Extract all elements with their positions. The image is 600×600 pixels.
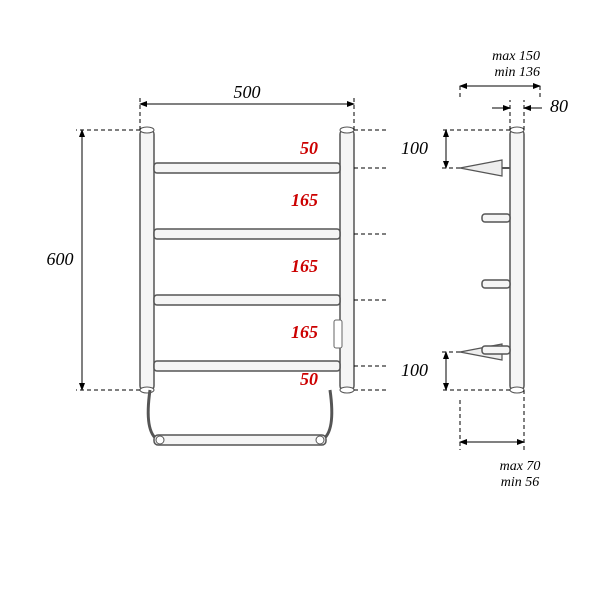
side-post <box>510 130 524 390</box>
dim-165-a: 165 <box>291 190 318 210</box>
cap <box>340 127 354 133</box>
technical-drawing: 500 600 50 165 165 165 50 100 100 80 max 150min 13… <box>0 0 600 600</box>
hanger-bar <box>154 435 326 445</box>
dim-min136: min 136 <box>495 65 541 80</box>
front-post-left <box>140 130 154 390</box>
front-post-right <box>340 130 354 390</box>
front-rung-1 <box>154 229 340 239</box>
wall-bracket-0 <box>460 160 502 176</box>
dim-165-c: 165 <box>291 322 318 342</box>
dim-50-bot: 50 <box>300 369 318 389</box>
dim-80-label: 80 <box>550 96 568 116</box>
dim-500-label: 500 <box>234 82 261 102</box>
hanger-arm-r <box>322 390 332 440</box>
side-rung-1 <box>482 280 510 288</box>
cap <box>510 127 524 133</box>
cap <box>340 387 354 393</box>
control-box <box>334 320 342 348</box>
dim-max150: max 150 <box>492 49 540 64</box>
hanger-joint <box>156 436 164 444</box>
cap <box>140 387 154 393</box>
cap <box>510 387 524 393</box>
side-rung-2 <box>482 346 510 354</box>
dim-50-top: 50 <box>300 138 318 158</box>
hanger-arm-l <box>148 390 158 440</box>
dim-max70: max 70 <box>500 459 541 474</box>
dim-600-label: 600 <box>47 249 74 269</box>
dim-100-bot-label: 100 <box>401 360 428 380</box>
side-rung-0 <box>482 214 510 222</box>
front-rung-2 <box>154 295 340 305</box>
cap <box>140 127 154 133</box>
dim-165-b: 165 <box>291 256 318 276</box>
hanger-joint <box>316 436 324 444</box>
front-rung-0 <box>154 163 340 173</box>
dim-100-top-label: 100 <box>401 138 428 158</box>
dim-min56: min 56 <box>501 475 540 490</box>
